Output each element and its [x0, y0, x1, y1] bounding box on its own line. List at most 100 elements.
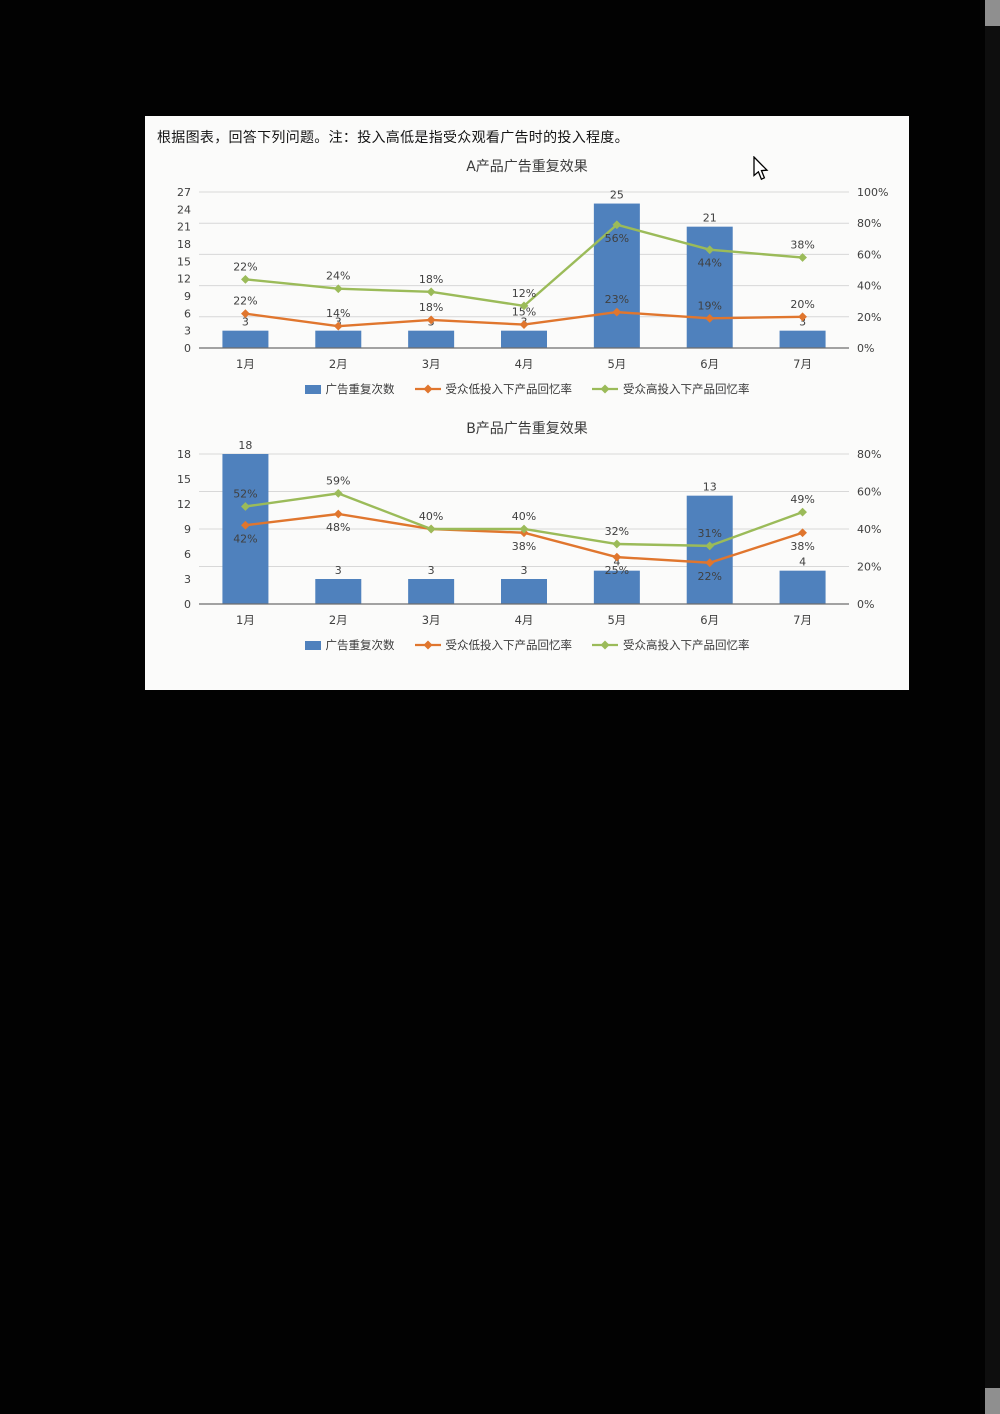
data-point-marker [705, 558, 715, 568]
data-point-marker [798, 312, 807, 322]
legend-marker [423, 640, 432, 650]
data-point-marker [241, 309, 250, 319]
left-axis-tick-label: 15 [177, 473, 191, 486]
x-axis-category-label: 1月 [236, 357, 255, 371]
ad-repetition-bar [315, 330, 362, 348]
right-axis-tick-label: 0% [857, 342, 874, 355]
data-point-marker [519, 301, 529, 311]
line-value-label: 42% [233, 532, 257, 545]
data-point-marker [612, 552, 622, 562]
legend-line-swatch-icon [414, 640, 441, 650]
line-value-label: 38% [790, 540, 814, 553]
left-axis-tick-label: 27 [177, 186, 191, 199]
left-axis-tick-label: 12 [177, 273, 191, 286]
bar-value-label: 18 [238, 439, 252, 452]
line-value-label: 12% [512, 287, 536, 300]
legend-item: 受众高投入下产品回忆率 [592, 381, 750, 397]
right-axis-tick-label: 60% [857, 248, 881, 261]
line-value-label: 20% [790, 298, 814, 311]
legend-marker [423, 384, 432, 394]
bar-value-label: 3 [242, 316, 249, 329]
ad-repetition-bar [408, 579, 455, 604]
data-point-marker [426, 524, 436, 534]
right-axis-tick-label: 40% [857, 280, 881, 293]
data-point-marker [798, 528, 807, 538]
data-point-marker [333, 284, 343, 294]
x-axis-category-label: 4月 [515, 357, 534, 371]
line-value-label: 23% [605, 293, 629, 306]
left-axis-tick-label: 3 [184, 325, 191, 338]
x-axis-category-label: 7月 [793, 613, 812, 627]
bar-value-label: 13 [703, 481, 717, 494]
data-point-marker [612, 539, 622, 549]
document-page: 根据图表，回答下列问题。注：投入高低是指受众观看广告时的投入程度。 A产品广告重… [145, 116, 909, 690]
ad-repetition-bar [501, 579, 547, 604]
instruction-text: 根据图表，回答下列问题。注：投入高低是指受众观看广告时的投入程度。 [157, 130, 629, 146]
ad-repetition-bar [593, 570, 640, 604]
data-point-marker [333, 488, 343, 498]
data-point-marker [333, 321, 343, 331]
legend-label: 受众高投入下产品回忆率 [623, 382, 750, 396]
data-point-marker [705, 245, 715, 255]
x-axis-category-label: 5月 [607, 613, 626, 627]
legend-label: 受众低投入下产品回忆率 [445, 638, 573, 652]
line-value-label: 59% [326, 474, 350, 487]
right-axis-tick-label: 80% [857, 217, 881, 230]
data-point-marker [333, 509, 343, 519]
legend-item: 受众低投入下产品回忆率 [414, 637, 573, 653]
bar-value-label: 3 [335, 564, 342, 577]
mouse-cursor-icon [753, 156, 769, 181]
x-axis-category-label: 1月 [236, 613, 255, 627]
x-axis-category-label: 2月 [329, 357, 348, 371]
line-value-label: 22% [233, 295, 257, 308]
left-axis-tick-label: 6 [184, 548, 191, 561]
data-point-marker [241, 520, 250, 530]
right-axis-tick-label: 20% [857, 311, 881, 324]
ad-repetition-bar [222, 330, 269, 348]
legend-line-swatch-icon [592, 640, 618, 650]
chart-b-product: B产品广告重复效果 0% 20% 40% 60% 80% 0 3 6 9 12 15 18 18 3 3 3 4… [157, 418, 897, 654]
bar-value-label: 25 [610, 189, 624, 202]
legend-line-swatch-icon [592, 384, 618, 394]
data-point-marker [519, 524, 529, 534]
right-axis-tick-label: 80% [857, 448, 881, 461]
bar-value-label: 3 [521, 564, 528, 577]
legend-label: 受众低投入下产品回忆率 [445, 382, 573, 396]
scrollbar-up-button[interactable] [985, 0, 1000, 26]
left-axis-tick-label: 12 [177, 498, 191, 511]
scrollbar-down-button[interactable] [985, 1388, 1000, 1414]
ad-repetition-bar [779, 570, 826, 604]
data-point-marker [798, 507, 807, 517]
line-value-label: 18% [419, 273, 443, 286]
ad-repetition-bar [501, 330, 547, 348]
data-point-marker [798, 253, 807, 262]
legend-marker [600, 384, 610, 394]
line-value-label: 40% [419, 510, 443, 523]
legend-item: 受众低投入下产品回忆率 [414, 381, 573, 397]
left-axis-tick-label: 6 [184, 307, 191, 320]
right-axis-tick-label: 40% [857, 523, 881, 536]
ad-repetition-bar [408, 330, 455, 348]
left-axis-tick-label: 15 [177, 255, 191, 268]
scrollbar[interactable] [985, 0, 1000, 1414]
right-axis-tick-label: 100% [857, 186, 888, 199]
legend-marker [600, 640, 610, 650]
x-axis-category-label: 5月 [607, 357, 626, 371]
x-axis-category-label: 6月 [700, 357, 719, 371]
legend-item: 受众高投入下产品回忆率 [592, 637, 750, 653]
legend-label: 广告重复次数 [325, 638, 395, 652]
left-axis-tick-label: 21 [177, 221, 191, 234]
bar-value-label: 21 [703, 212, 717, 225]
x-axis-category-label: 6月 [700, 613, 719, 627]
ad-repetition-bar [779, 330, 826, 348]
x-axis-category-label: 7月 [793, 357, 812, 371]
data-point-marker [426, 315, 436, 325]
line-value-label: 49% [790, 493, 814, 506]
line-value-label: 15% [512, 306, 536, 319]
left-axis-tick-label: 24 [177, 203, 191, 216]
line-value-label: 19% [697, 299, 721, 312]
ad-repetition-bar [315, 579, 362, 604]
bar-value-label: 3 [799, 316, 806, 329]
line-value-label: 52% [233, 488, 257, 501]
